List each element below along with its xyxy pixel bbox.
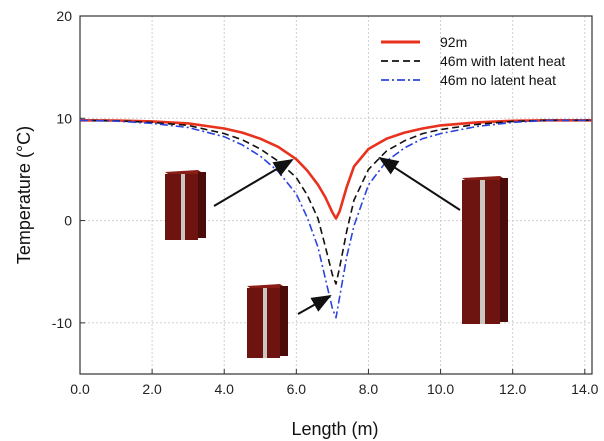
x-axis-ticks: 0.0 2.0 4.0 6.0 8.0 10.0 12.0 14.0 <box>70 369 599 397</box>
arrow-right <box>378 156 461 211</box>
plot-frame <box>79 15 593 375</box>
series-line-2 <box>79 119 592 319</box>
legend-label-92m: 92m <box>440 34 467 50</box>
y-tick-label: -10 <box>52 315 72 331</box>
legend-label-no-latent: 46m no latent heat <box>440 72 556 88</box>
arrow-middle <box>297 295 332 315</box>
series-layer <box>79 119 592 319</box>
pile-illustration-middle <box>247 284 288 358</box>
y-axis-title: Temperature (°C) <box>14 126 34 264</box>
pile-illustration-left <box>165 170 206 240</box>
arrow-left <box>213 158 294 207</box>
x-tick-label: 8.0 <box>359 381 379 397</box>
x-tick-label: 6.0 <box>287 381 307 397</box>
grid-lines <box>79 15 592 374</box>
series-line-0 <box>79 119 592 220</box>
y-axis-ticks: -10 0 10 20 <box>52 8 85 331</box>
plot-border <box>79 15 593 375</box>
x-tick-label: 12.0 <box>499 381 526 397</box>
y-tick-label: 20 <box>56 8 72 24</box>
y-tick-label: 0 <box>64 213 72 229</box>
legend: 92m 46m with latent heat 46m no latent h… <box>381 34 565 88</box>
x-tick-label: 4.0 <box>214 381 234 397</box>
pile-illustration-right <box>462 176 508 324</box>
x-tick-label: 0.0 <box>70 381 90 397</box>
series-line-1 <box>79 119 592 285</box>
y-tick-label: 10 <box>56 110 72 126</box>
x-axis-title: Length (m) <box>291 419 378 439</box>
x-tick-label: 14.0 <box>571 381 598 397</box>
legend-label-with-latent: 46m with latent heat <box>440 53 565 69</box>
x-tick-label: 2.0 <box>142 381 162 397</box>
x-tick-label: 10.0 <box>427 381 454 397</box>
